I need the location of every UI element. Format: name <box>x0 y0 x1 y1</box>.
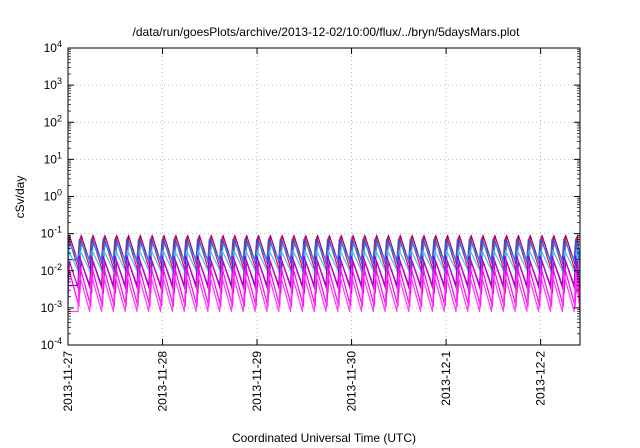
y-tick-label: 104 <box>44 39 62 55</box>
y-tick-label: 10-4 <box>41 336 62 352</box>
y-axis-label: cSv/day <box>13 176 27 219</box>
x-tick-label: 2013-11-29 <box>250 351 264 412</box>
y-axis: 10-4 10-3 10-2 10-1 100 101 102 103 104 <box>41 39 580 352</box>
y-tick-label: 102 <box>44 113 62 129</box>
x-tick-label: 2013-11-30 <box>345 351 359 412</box>
chart-title: /data/run/goesPlots/archive/2013-12-02/1… <box>133 25 521 39</box>
x-axis: 2013-11-27 2013-11-28 2013-11-29 2013-11-30… <box>61 48 548 412</box>
y-tick-label: 100 <box>44 188 62 204</box>
y-tick-label: 10-1 <box>41 225 62 241</box>
x-tick-label: 2013-11-27 <box>61 351 75 412</box>
series-line <box>68 273 581 313</box>
x-axis-label: Coordinated Universal Time (UTC) <box>232 431 416 445</box>
y-tick-label: 101 <box>44 150 62 166</box>
y-tick-label: 10-2 <box>41 262 62 278</box>
x-tick-label: 2013-12-1 <box>439 351 453 406</box>
y-tick-label: 103 <box>44 76 62 92</box>
grid <box>68 48 580 345</box>
series-group <box>67 234 581 313</box>
series-line <box>67 267 581 307</box>
x-tick-label: 2013-12-2 <box>534 351 548 406</box>
y-tick-label: 10-3 <box>41 299 62 315</box>
x-tick-label: 2013-11-28 <box>156 351 170 412</box>
